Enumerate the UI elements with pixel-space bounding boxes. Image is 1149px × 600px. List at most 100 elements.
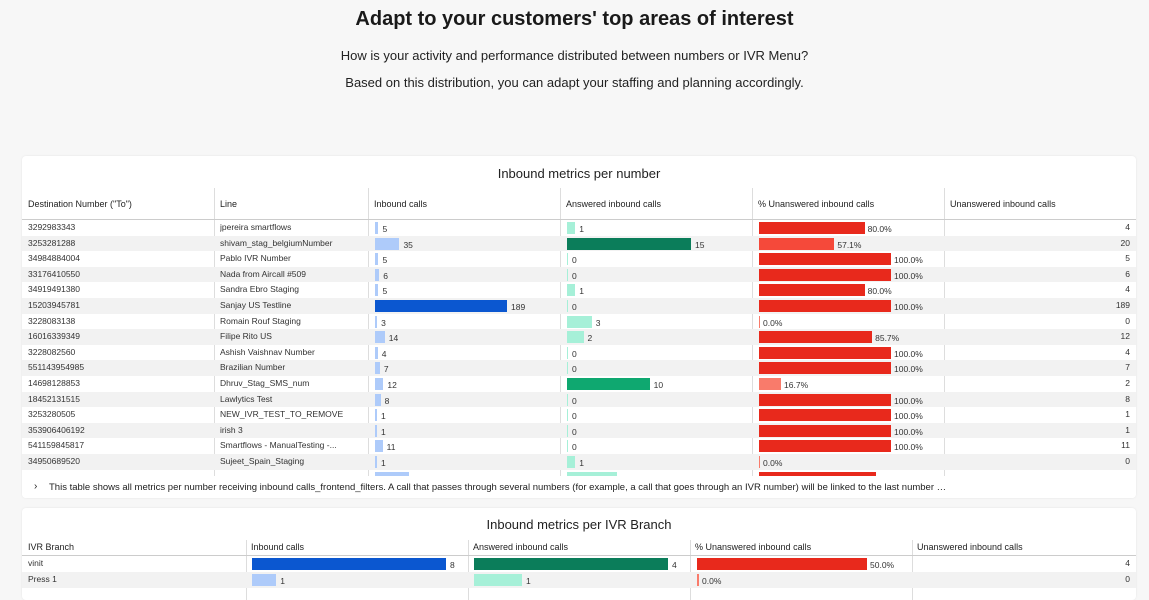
pct-unanswered-bar — [697, 574, 699, 586]
inbound-bar — [375, 315, 378, 328]
table-row[interactable]: 16016339349 Filipe Rito US 14 2 85.7% 12 — [22, 329, 1136, 345]
pct-unanswered-value: 100.0% — [894, 302, 923, 312]
destination-number: 3253280505 — [28, 409, 76, 420]
table-row[interactable]: 15203945781 Sanjay US Testline 189 0 100.0% 1… — [22, 298, 1136, 314]
pct-unanswered-value: 100.0% — [894, 411, 923, 422]
inbound-value: 1 — [381, 458, 386, 468]
pct-unanswered-bar — [759, 440, 891, 453]
answered-value: 0 — [572, 348, 577, 359]
answered-bar — [474, 574, 522, 586]
pct-unanswered-value: 100.0% — [894, 426, 923, 437]
destination-number: 541159845817 — [28, 440, 85, 451]
destination-number: 33176410550 — [28, 268, 81, 279]
header-divider — [22, 555, 1136, 556]
answered-value: 1 — [579, 286, 584, 297]
table-row[interactable]: 34919491380 Sandra Ebro Staging 5 1 80.0% 4 — [22, 282, 1136, 298]
pct-unanswered-value: 16.7% — [784, 380, 809, 390]
inbound-bar — [375, 222, 379, 234]
line-name: Filipe Rito US — [220, 331, 272, 342]
col-header-answered[interactable]: Answered inbound calls — [566, 199, 662, 209]
line-name: irish 3 — [220, 424, 243, 435]
answered-value: 0 — [572, 395, 577, 406]
unanswered-value: 5 — [1125, 253, 1130, 264]
pct-unanswered-bar — [759, 346, 891, 359]
table-row[interactable]: 33176410550 Nada from Aircall #509 6 0 100.0… — [22, 266, 1136, 283]
line-name: shivam_stag_belgiumNumber — [220, 237, 333, 248]
col-header-pct-unanswered[interactable]: % Unanswered inbound calls — [758, 199, 875, 209]
pct-unanswered-bar — [759, 300, 891, 312]
answered-bar — [567, 284, 576, 297]
line-name: Smartflows - ManualTesting -... — [220, 440, 337, 451]
unanswered-value: 189 — [1115, 300, 1130, 310]
ivr-table-title: Inbound metrics per IVR Branch — [486, 517, 672, 532]
answered-bar — [567, 393, 568, 406]
answered-value: 0 — [572, 442, 577, 453]
inbound-bar — [375, 237, 400, 250]
table-row[interactable]: Press 1 1 1 0.0% 0 — [22, 572, 1136, 588]
unanswered-value: 8 — [1125, 393, 1130, 404]
answered-bar — [567, 300, 568, 312]
inbound-value: 7 — [383, 364, 389, 375]
destination-number: 16016339349 — [28, 331, 81, 342]
col-header-ivr-branch[interactable]: IVR Branch — [28, 542, 75, 552]
col-header-inbound[interactable]: Inbound calls — [374, 199, 428, 209]
line-name: NEW_IVR_TEST_TO_REMOVE — [220, 409, 344, 420]
table-row[interactable]: 14698128853 Dhruv_Stag_SMS_num 12 10 16.7% 2 — [22, 376, 1136, 392]
line-name: Romain Rouf Staging — [220, 315, 301, 326]
inbound-value: 35 — [403, 239, 413, 250]
col-header-unanswered[interactable]: Unanswered inbound calls — [917, 542, 1023, 552]
inbound-bar — [375, 456, 377, 468]
col-header-inbound[interactable]: Inbound calls — [251, 542, 305, 552]
pct-unanswered-value: 100.0% — [894, 442, 923, 453]
answered-bar — [567, 237, 691, 250]
table-row[interactable]: vinit 8 4 50.0% 4 — [22, 556, 1136, 572]
destination-number: 34919491380 — [28, 284, 81, 295]
answered-bar — [567, 378, 650, 390]
table-row[interactable]: 18452131515 Lawlytics Test 8 0 100.0% 8 — [22, 391, 1136, 408]
numbers-table-card: Inbound metrics per number Destination N… — [22, 156, 1136, 498]
inbound-bar — [375, 440, 383, 453]
destination-number: 3253281288 — [28, 237, 76, 248]
inbound-value: 5 — [382, 286, 388, 297]
col-header-answered[interactable]: Answered inbound calls — [473, 542, 569, 552]
table-row[interactable]: 34950689520 Sujeet_Spain_Staging 1 1 0.0% 0 — [22, 454, 1136, 470]
line-name: Sandra Ebro Staging — [220, 284, 299, 295]
ivr-branch-name: vinit — [28, 558, 44, 568]
pct-unanswered-value: 100.0% — [894, 395, 923, 406]
answered-bar — [474, 558, 668, 570]
table-row[interactable]: 541159845817 Smartflows - ManualTesting -… — [22, 438, 1136, 454]
inbound-value: 14 — [388, 333, 399, 344]
table-row[interactable]: 3292983343 jpereira smartflows 5 1 80.0% 4 — [22, 220, 1136, 236]
table-row[interactable]: 34984884004 Pablo IVR Number 5 0 100.0% 5 — [22, 251, 1136, 267]
pct-unanswered-bar — [759, 378, 782, 390]
chevron-right-icon[interactable]: › — [34, 481, 38, 492]
pct-unanswered-value: 100.0% — [894, 270, 923, 281]
answered-bar — [567, 456, 576, 468]
answered-value: 0 — [572, 411, 577, 422]
table-row[interactable]: 3228082560 Ashish Vaishnav Number 4 0 100.0%… — [22, 345, 1136, 361]
inbound-value: 5 — [382, 255, 388, 266]
unanswered-value: 0 — [1125, 315, 1130, 326]
line-name: Pablo IVR Number — [220, 253, 291, 264]
table-footnote[interactable]: › This table shows all metrics per numbe… — [22, 476, 1136, 498]
pct-unanswered-value: 80.0% — [867, 286, 892, 297]
col-header-destination[interactable]: Destination Number ("To") — [28, 199, 132, 209]
table-row[interactable]: 3253280505 NEW_IVR_TEST_TO_REMOVE 1 0 100.0%… — [22, 407, 1136, 423]
unanswered-value: 0 — [1125, 456, 1130, 466]
pct-unanswered-bar — [759, 284, 865, 297]
table-row[interactable]: 3228083138 Romain Rouf Staging 3 3 0.0% 0 — [22, 314, 1136, 330]
col-header-pct-unanswered[interactable]: % Unanswered inbound calls — [695, 542, 812, 552]
answered-value: 1 — [526, 576, 531, 586]
unanswered-value: 4 — [1125, 284, 1130, 295]
col-header-unanswered[interactable]: Unanswered inbound calls — [950, 199, 1056, 209]
pct-unanswered-bar — [759, 424, 891, 437]
table-row[interactable]: 353906406192 irish 3 1 0 100.0% 1 — [22, 422, 1136, 439]
inbound-bar — [375, 409, 377, 422]
inbound-value: 3 — [381, 317, 386, 328]
table-row[interactable]: 551143954985 Brazilian Number 7 0 100.0% 7 — [22, 360, 1136, 376]
ivr-branch-name: Press 1 — [28, 574, 57, 584]
table-row[interactable]: 3253281288 shivam_stag_belgiumNumber 35 15 5… — [22, 235, 1136, 252]
pct-unanswered-value: 80.0% — [867, 224, 892, 234]
unanswered-value: 1 — [1125, 424, 1130, 435]
col-header-line[interactable]: Line — [220, 199, 238, 209]
